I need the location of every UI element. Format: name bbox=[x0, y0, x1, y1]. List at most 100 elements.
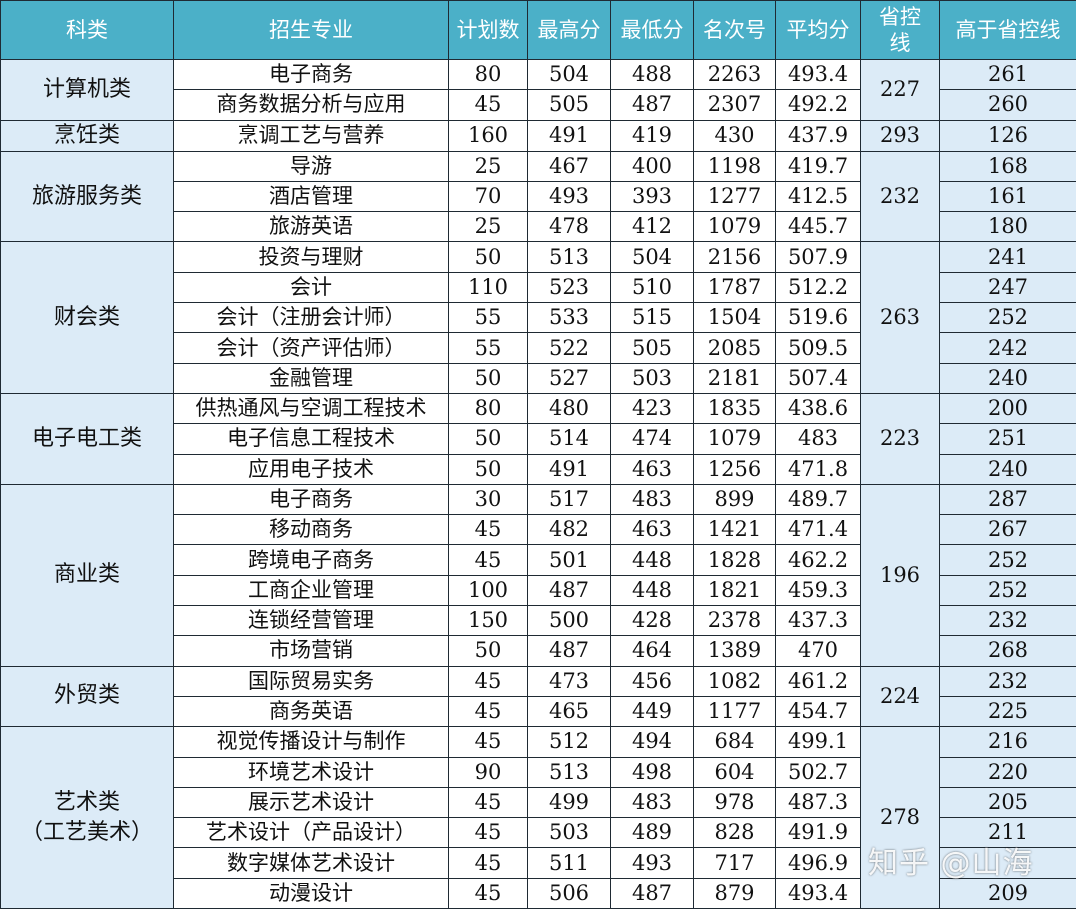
above-control-cell: 261 bbox=[940, 60, 1076, 90]
avg-score-cell: 483 bbox=[776, 424, 861, 454]
header-major: 招生专业 bbox=[174, 1, 449, 60]
plan-cell: 55 bbox=[449, 333, 528, 363]
plan-cell: 50 bbox=[449, 363, 528, 393]
min-score-cell: 423 bbox=[611, 393, 694, 423]
above-control-cell: 260 bbox=[940, 90, 1076, 120]
avg-score-cell: 412.5 bbox=[776, 181, 861, 211]
above-control-cell: 205 bbox=[940, 787, 1076, 817]
min-score-cell: 463 bbox=[611, 515, 694, 545]
avg-score-cell: 509.5 bbox=[776, 333, 861, 363]
rank-cell: 1277 bbox=[694, 181, 776, 211]
above-control-cell: 200 bbox=[940, 393, 1076, 423]
min-score-cell: 510 bbox=[611, 272, 694, 302]
min-score-cell: 463 bbox=[611, 454, 694, 484]
major-cell: 国际贸易实务 bbox=[174, 666, 449, 696]
rank-cell: 717 bbox=[694, 848, 776, 878]
min-score-cell: 419 bbox=[611, 120, 694, 151]
max-score-cell: 523 bbox=[528, 272, 611, 302]
plan-cell: 50 bbox=[449, 242, 528, 272]
plan-cell: 80 bbox=[449, 393, 528, 423]
major-cell: 数字媒体艺术设计 bbox=[174, 848, 449, 878]
above-control-cell: 267 bbox=[940, 515, 1076, 545]
max-score-cell: 491 bbox=[528, 120, 611, 151]
max-score-cell: 491 bbox=[528, 454, 611, 484]
above-control-cell: 161 bbox=[940, 181, 1076, 211]
header-avg-score: 平均分 bbox=[776, 1, 861, 60]
max-score-cell: 512 bbox=[528, 727, 611, 757]
above-control-cell: 247 bbox=[940, 272, 1076, 302]
min-score-cell: 400 bbox=[611, 151, 694, 181]
rank-cell: 1821 bbox=[694, 575, 776, 605]
above-control-cell: 252 bbox=[940, 545, 1076, 575]
plan-cell: 45 bbox=[449, 787, 528, 817]
plan-cell: 30 bbox=[449, 484, 528, 514]
max-score-cell: 480 bbox=[528, 393, 611, 423]
rank-cell: 2263 bbox=[694, 60, 776, 90]
major-cell: 会计 bbox=[174, 272, 449, 302]
major-cell: 移动商务 bbox=[174, 515, 449, 545]
category-cell: 烹饪类 bbox=[1, 120, 174, 151]
major-cell: 金融管理 bbox=[174, 363, 449, 393]
min-score-cell: 488 bbox=[611, 60, 694, 90]
plan-cell: 150 bbox=[449, 606, 528, 636]
rank-cell: 604 bbox=[694, 757, 776, 787]
min-score-cell: 412 bbox=[611, 212, 694, 242]
control-line-cell: 263 bbox=[861, 242, 940, 393]
above-control-cell: 209 bbox=[940, 878, 1076, 908]
max-score-cell: 517 bbox=[528, 484, 611, 514]
min-score-cell: 448 bbox=[611, 575, 694, 605]
max-score-cell: 500 bbox=[528, 606, 611, 636]
max-score-cell: 493 bbox=[528, 181, 611, 211]
control-line-cell: 224 bbox=[861, 666, 940, 727]
avg-score-cell: 471.8 bbox=[776, 454, 861, 484]
major-cell: 会计（资产评估师） bbox=[174, 333, 449, 363]
above-control-cell: 225 bbox=[940, 696, 1076, 726]
plan-cell: 45 bbox=[449, 818, 528, 848]
rank-cell: 2085 bbox=[694, 333, 776, 363]
above-control-cell: 287 bbox=[940, 484, 1076, 514]
plan-cell: 25 bbox=[449, 151, 528, 181]
max-score-cell: 465 bbox=[528, 696, 611, 726]
max-score-cell: 504 bbox=[528, 60, 611, 90]
major-cell: 旅游英语 bbox=[174, 212, 449, 242]
major-cell: 电子商务 bbox=[174, 484, 449, 514]
avg-score-cell: 492.2 bbox=[776, 90, 861, 120]
max-score-cell: 533 bbox=[528, 303, 611, 333]
avg-score-cell: 507.9 bbox=[776, 242, 861, 272]
major-cell: 投资与理财 bbox=[174, 242, 449, 272]
above-control-cell: 252 bbox=[940, 575, 1076, 605]
major-cell: 连锁经营管理 bbox=[174, 606, 449, 636]
category-cell: 商业类 bbox=[1, 484, 174, 666]
major-cell: 酒店管理 bbox=[174, 181, 449, 211]
plan-cell: 100 bbox=[449, 575, 528, 605]
max-score-cell: 505 bbox=[528, 90, 611, 120]
avg-score-cell: 459.3 bbox=[776, 575, 861, 605]
watermark: 知乎 @山海 bbox=[868, 838, 1034, 882]
min-score-cell: 504 bbox=[611, 242, 694, 272]
avg-score-cell: 496.9 bbox=[776, 848, 861, 878]
above-control-cell: 216 bbox=[940, 727, 1076, 757]
rank-cell: 1421 bbox=[694, 515, 776, 545]
above-control-cell: 180 bbox=[940, 212, 1076, 242]
avg-score-cell: 487.3 bbox=[776, 787, 861, 817]
rank-cell: 899 bbox=[694, 484, 776, 514]
max-score-cell: 513 bbox=[528, 242, 611, 272]
rank-cell: 1079 bbox=[694, 424, 776, 454]
avg-score-cell: 461.2 bbox=[776, 666, 861, 696]
avg-score-cell: 493.4 bbox=[776, 878, 861, 908]
avg-score-cell: 437.9 bbox=[776, 120, 861, 151]
max-score-cell: 511 bbox=[528, 848, 611, 878]
max-score-cell: 482 bbox=[528, 515, 611, 545]
min-score-cell: 456 bbox=[611, 666, 694, 696]
min-score-cell: 503 bbox=[611, 363, 694, 393]
major-cell: 商务英语 bbox=[174, 696, 449, 726]
control-line-cell: 196 bbox=[861, 484, 940, 666]
avg-score-cell: 437.3 bbox=[776, 606, 861, 636]
category-cell: 外贸类 bbox=[1, 666, 174, 727]
plan-cell: 50 bbox=[449, 424, 528, 454]
rank-cell: 2156 bbox=[694, 242, 776, 272]
max-score-cell: 487 bbox=[528, 575, 611, 605]
